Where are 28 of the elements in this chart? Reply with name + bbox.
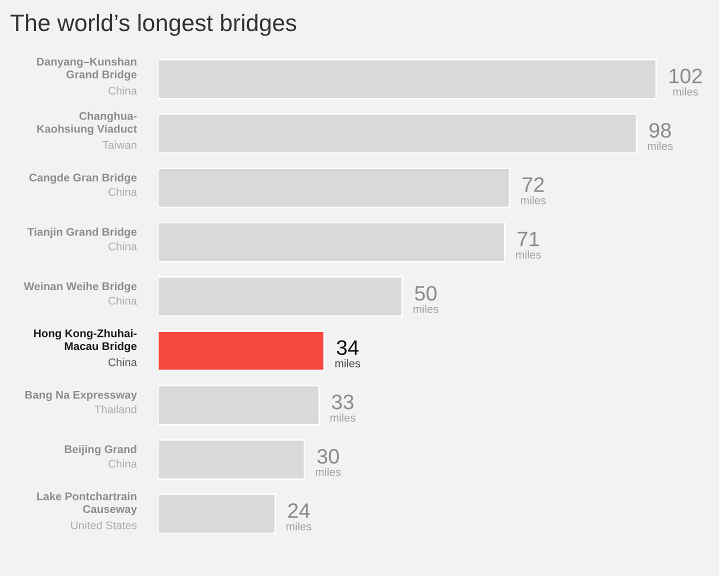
data-label: 98 miles bbox=[648, 122, 673, 150]
bar bbox=[158, 222, 506, 262]
data-label: 34 miles bbox=[335, 340, 360, 368]
y-tick-label: Hong Kong-Zhuhai- Macau Bridge China bbox=[34, 329, 137, 366]
chart-title: The world’s longest bridges bbox=[10, 14, 296, 36]
y-tick-label: Changhua- Kaohsiung Viaduct Taiwan bbox=[37, 112, 137, 149]
data-label: 71 miles bbox=[516, 232, 541, 259]
data-label: 30 miles bbox=[316, 448, 341, 476]
bar bbox=[158, 113, 638, 154]
y-tick-label: Weinan Weihe Bridge China bbox=[24, 282, 137, 305]
data-label: 72 miles bbox=[520, 177, 546, 204]
y-tick-label: Beijing Grand China bbox=[64, 445, 137, 468]
bar bbox=[158, 384, 320, 426]
data-label: 24 miles bbox=[286, 503, 312, 530]
y-tick-label: Lake Pontchartrain Causeway United States bbox=[37, 492, 137, 530]
bar bbox=[158, 168, 510, 208]
data-label: 33 miles bbox=[330, 394, 356, 422]
y-tick-label: Danyang–Kunshan Grand Bridge China bbox=[37, 57, 137, 95]
data-label: 102 miles bbox=[670, 68, 702, 96]
bar bbox=[158, 276, 403, 317]
bar bbox=[158, 494, 276, 534]
y-tick-label: Cangde Gran Bridge China bbox=[29, 173, 137, 196]
bar bbox=[158, 58, 657, 100]
bar bbox=[158, 330, 325, 372]
bar bbox=[158, 439, 306, 480]
y-tick-label: Tianjin Grand Bridge China bbox=[27, 228, 137, 250]
y-tick-label: Bang Na Expressway Thailand bbox=[25, 391, 137, 414]
data-label: 50 miles bbox=[414, 286, 438, 313]
